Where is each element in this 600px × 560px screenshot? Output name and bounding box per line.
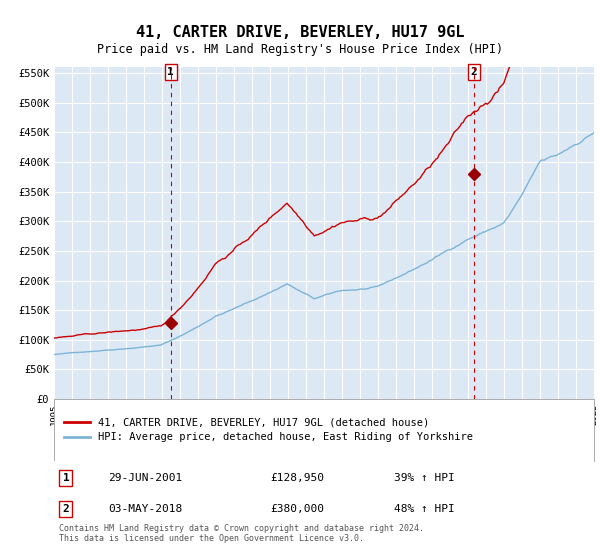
Text: 2: 2: [471, 67, 478, 77]
Text: £128,950: £128,950: [270, 473, 324, 483]
Text: 39% ↑ HPI: 39% ↑ HPI: [394, 473, 455, 483]
Text: 2: 2: [62, 503, 69, 514]
Text: £380,000: £380,000: [270, 503, 324, 514]
Text: 1: 1: [62, 473, 69, 483]
Text: Price paid vs. HM Land Registry's House Price Index (HPI): Price paid vs. HM Land Registry's House …: [97, 43, 503, 55]
Text: Contains HM Land Registry data © Crown copyright and database right 2024.
This d: Contains HM Land Registry data © Crown c…: [59, 524, 424, 543]
Text: 48% ↑ HPI: 48% ↑ HPI: [394, 503, 455, 514]
Text: 03-MAY-2018: 03-MAY-2018: [108, 503, 182, 514]
Text: 1: 1: [167, 67, 174, 77]
Text: 41, CARTER DRIVE, BEVERLEY, HU17 9GL: 41, CARTER DRIVE, BEVERLEY, HU17 9GL: [136, 25, 464, 40]
Text: 29-JUN-2001: 29-JUN-2001: [108, 473, 182, 483]
Legend: 41, CARTER DRIVE, BEVERLEY, HU17 9GL (detached house), HPI: Average price, detac: 41, CARTER DRIVE, BEVERLEY, HU17 9GL (de…: [59, 413, 477, 446]
